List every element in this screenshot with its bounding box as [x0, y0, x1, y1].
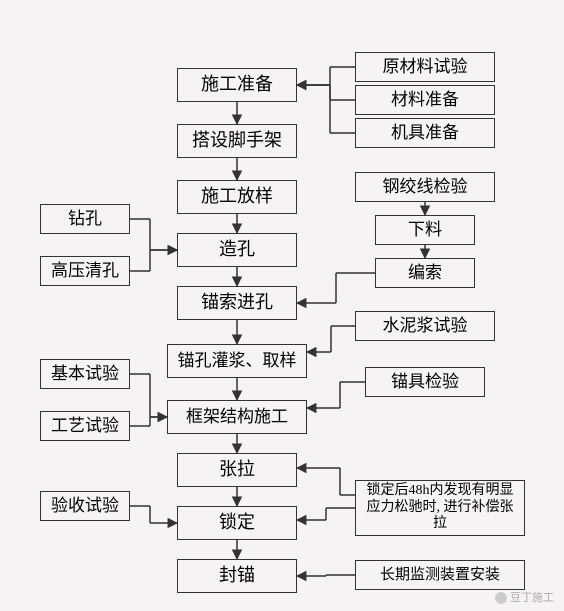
flowchart-node-r_raw: 原材料试验	[355, 52, 495, 82]
flowchart-node-r_cut: 下料	[375, 215, 475, 245]
flowchart-node-n_scaf: 搭设脚手架	[177, 124, 297, 158]
watermark-logo-icon	[495, 592, 507, 604]
flowchart-node-r_monitor: 长期监测装置安装	[355, 560, 525, 590]
flowchart-node-r_strand: 钢绞线检验	[355, 172, 495, 202]
flowchart-node-r_cement: 水泥浆试验	[355, 311, 495, 341]
watermark: 豆丁施工	[495, 589, 554, 605]
flowchart-node-r_cable: 编索	[375, 258, 475, 288]
watermark-text: 豆丁施工	[510, 592, 554, 604]
flowchart-node-l_basic: 基本试验	[40, 359, 130, 389]
flowchart-node-n_tension: 张拉	[177, 453, 297, 487]
flowchart-node-n_hole: 造孔	[177, 233, 297, 267]
flowchart-node-n_frame: 框架结构施工	[167, 400, 307, 434]
flowchart-node-l_accept: 验收试验	[40, 491, 130, 521]
flowchart-node-l_drill: 钻孔	[40, 204, 130, 234]
flowchart-node-n_prep: 施工准备	[177, 68, 297, 102]
flowchart-node-r_anchor: 锚具检验	[365, 367, 485, 397]
flowchart-node-n_lock: 锁定	[177, 506, 297, 540]
flowchart-node-n_setout: 施工放样	[177, 180, 297, 214]
flowchart-node-n_grout: 锚孔灌浆、取样	[167, 344, 307, 378]
flowchart-node-r_matprep: 材料准备	[355, 85, 495, 115]
flowchart-node-r_tool: 机具准备	[355, 118, 495, 148]
flowchart-node-n_enter: 锚索进孔	[177, 286, 297, 320]
flowchart-node-n_seal: 封锚	[177, 559, 297, 593]
flowchart-node-l_craft: 工艺试验	[40, 411, 130, 441]
flowchart-node-l_clean: 高压清孔	[40, 256, 130, 286]
flowchart-node-r_note: 锁定后48h内发现有明显应力松驰时, 进行补偿张拉	[355, 480, 525, 536]
